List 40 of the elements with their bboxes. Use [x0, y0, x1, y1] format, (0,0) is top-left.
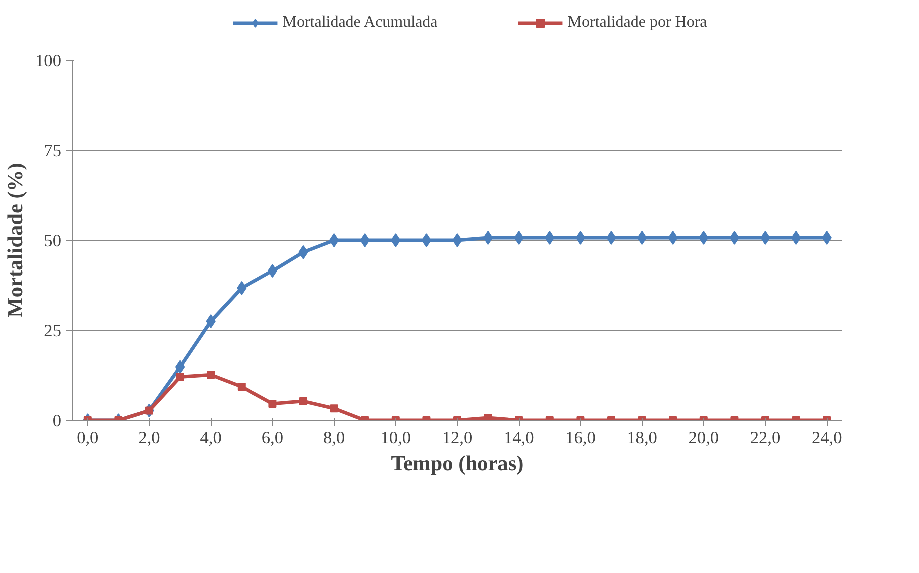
point [791, 230, 802, 245]
y-tick-label: 0 [52, 412, 62, 430]
point [637, 230, 648, 245]
point [300, 397, 308, 406]
point [207, 371, 216, 380]
legend-label: Mortalidade por Hora [568, 14, 708, 32]
point [206, 314, 216, 328]
y-tick-label: 50 [44, 232, 62, 250]
x-tick-label: 2,0 [138, 428, 160, 448]
x-axis-title: Tempo (horas) [391, 452, 524, 476]
legend-label: Mortalidade Acumulada [282, 14, 438, 32]
point [175, 360, 186, 374]
point [268, 400, 277, 408]
point [360, 234, 370, 248]
point [576, 230, 586, 245]
y-axis-title: Mortalidade (%) [4, 163, 28, 318]
x-tick-label: 20,0 [688, 428, 720, 448]
y-tick-label: 100 [36, 52, 62, 70]
point [329, 234, 340, 248]
x-tick-label: 10,0 [380, 428, 412, 448]
x-tick-label: 14,0 [504, 428, 534, 448]
x-tick-label: 18,0 [627, 428, 658, 448]
point [268, 264, 278, 278]
point [483, 230, 494, 245]
point [452, 234, 462, 248]
x-tick-label: 0,0 [77, 428, 99, 448]
x-tick-label: 4,0 [200, 428, 222, 448]
point [391, 234, 401, 248]
x-tick-label: 22,0 [750, 428, 781, 448]
x-tick-label: 12,0 [442, 428, 473, 448]
x-tick-label: 6,0 [262, 428, 284, 448]
point [484, 414, 492, 420]
y-tick-label: 75 [44, 142, 62, 160]
point [176, 373, 184, 382]
point [730, 230, 740, 245]
y-tick-label: 25 [44, 322, 62, 340]
x-tick-label: 24,0 [812, 428, 842, 448]
x-tick-label: 8,0 [323, 428, 346, 448]
point [422, 234, 432, 248]
x-tick-label: 16,0 [566, 428, 596, 448]
